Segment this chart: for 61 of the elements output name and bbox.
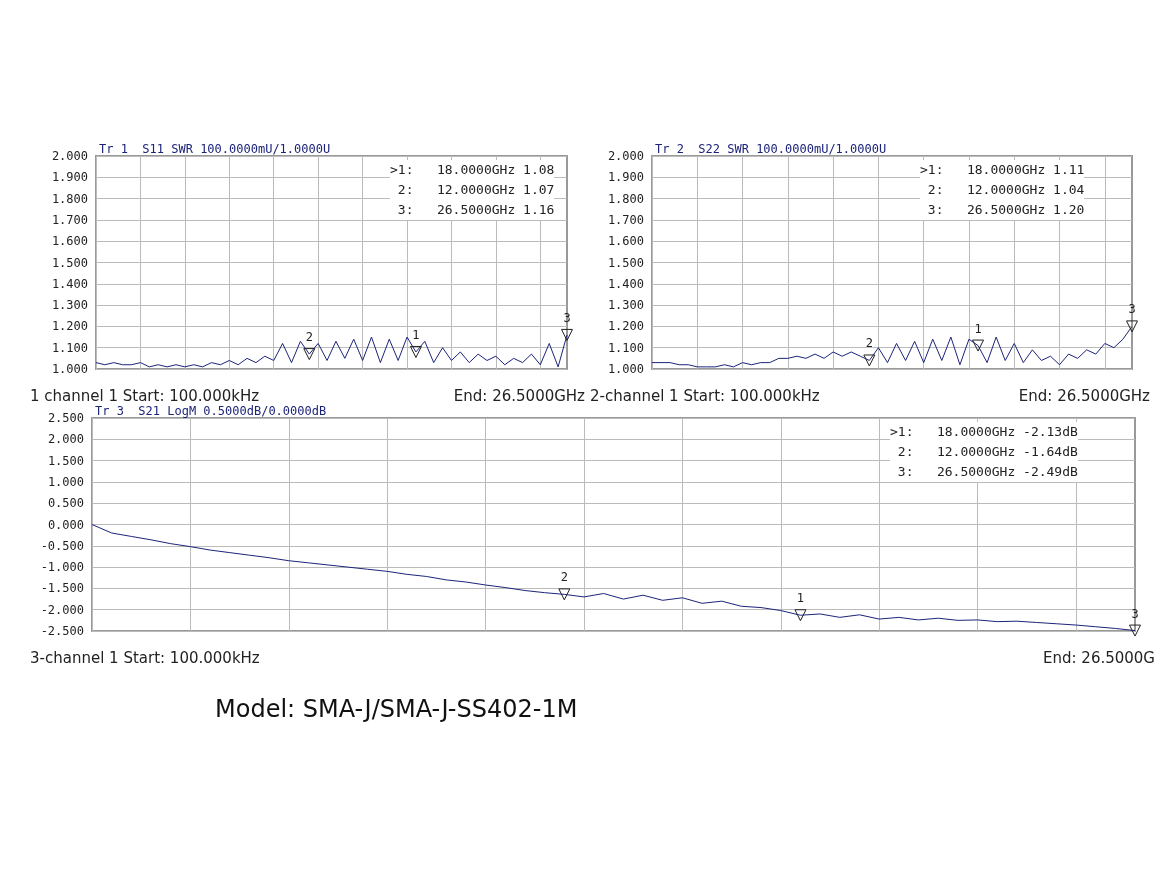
y-tick-label: 1.000 <box>607 362 644 376</box>
y-tick-label: -1.500 <box>40 581 84 596</box>
y-tick-label: 1.600 <box>51 234 88 249</box>
annotation: 1 <box>412 327 420 342</box>
chart-title: Tr 3 S21 LogM 0.5000dB/0.0000dB <box>95 404 327 418</box>
y-tick-label: 1.300 <box>607 298 644 313</box>
annotation: 2 <box>865 336 873 351</box>
y-tick-label: 2.000 <box>51 149 88 163</box>
y-tick-label: 1.400 <box>607 276 644 291</box>
annotation: 3: 26.5000GHz 1.16 <box>397 202 555 217</box>
y-tick-label: 1.500 <box>607 255 644 270</box>
annotation: 3 <box>1128 302 1136 317</box>
y-tick-label: 1.900 <box>51 170 88 185</box>
annotation: 2: 12.0000GHz 1.04 <box>927 182 1085 197</box>
y-tick-label: -0.500 <box>40 538 84 553</box>
text: End: 26.5000GHz <box>1018 387 1150 405</box>
y-tick-label: 1.700 <box>607 212 644 227</box>
y-tick-label: 1.000 <box>47 474 84 489</box>
annotation: 1 <box>796 591 805 606</box>
annotation: 2 <box>560 570 568 585</box>
y-tick-label: 1.400 <box>51 276 88 291</box>
y-tick-label: 1.900 <box>607 170 644 185</box>
chart-title: Tr 1 S11 SWR 100.0000mU/1.0000U <box>99 142 331 156</box>
annotation: >1: 18.0000GHz 1.11 <box>920 162 1085 177</box>
annotation: >1: 18.0000GHz 1.08 <box>390 162 555 177</box>
text: End: 26.5000GHz <box>453 387 585 405</box>
text: End: 26.5000G <box>1043 649 1155 667</box>
annotation: 3 <box>1131 606 1139 621</box>
text: Model: SMA-J/SMA-J-SS402-1M <box>215 695 578 723</box>
y-tick-label: 0.000 <box>47 517 84 532</box>
y-tick-label: 1.500 <box>47 453 84 468</box>
y-tick-label: 2.000 <box>607 149 644 163</box>
y-tick-label: 1.600 <box>607 234 644 249</box>
y-tick-label: 2.500 <box>47 411 84 425</box>
y-tick-label: 1.700 <box>51 212 88 227</box>
annotation: 2: 12.0000GHz -1.64dB <box>897 444 1078 459</box>
text: 3-channel 1 Start: 100.000kHz <box>30 649 260 667</box>
text: 1 channel 1 Start: 100.000kHz <box>30 387 260 405</box>
y-tick-label: 0.500 <box>47 496 84 511</box>
y-tick-label: 1.300 <box>51 298 88 313</box>
chart-title: Tr 2 S22 SWR 100.0000mU/1.0000U <box>655 142 887 156</box>
y-tick-label: 1.200 <box>51 319 88 334</box>
annotation: 2: 12.0000GHz 1.07 <box>397 182 555 197</box>
annotation: 2 <box>305 330 313 345</box>
y-tick-label: 1.100 <box>607 340 644 355</box>
annotation: 3: 26.5000GHz 1.20 <box>927 202 1085 217</box>
annotation: >1: 18.0000GHz -2.13dB <box>890 424 1078 439</box>
y-tick-label: 1.200 <box>607 319 644 334</box>
y-tick-label: -1.000 <box>40 560 84 575</box>
y-tick-label: 2.000 <box>47 432 84 447</box>
annotation: 1 <box>974 321 982 336</box>
y-tick-label: 1.100 <box>51 340 88 355</box>
y-tick-label: -2.500 <box>40 624 84 638</box>
annotation: 3 <box>563 310 571 325</box>
y-tick-label: 1.800 <box>51 191 88 206</box>
text: 2-channel 1 Start: 100.000kHz <box>590 387 820 405</box>
y-tick-label: 1.800 <box>607 191 644 206</box>
y-tick-label: 1.000 <box>51 362 88 376</box>
annotation: 3: 26.5000GHz -2.49dB <box>897 464 1078 479</box>
y-tick-label: -2.000 <box>40 602 84 617</box>
y-tick-label: 1.500 <box>51 255 88 270</box>
